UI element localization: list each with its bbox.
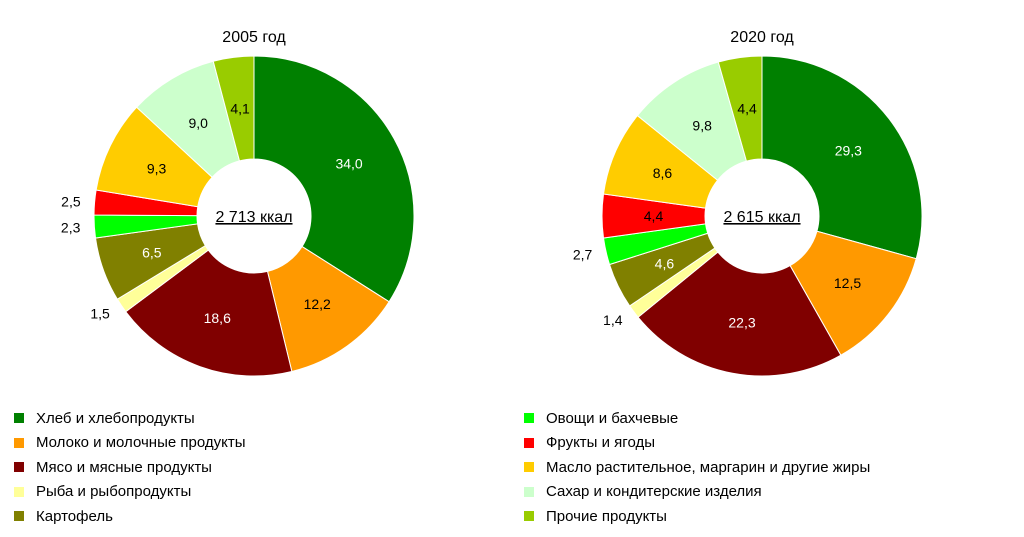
slice-мясо-и-мясные-продукты bbox=[125, 249, 293, 377]
legend-swatch bbox=[14, 462, 24, 473]
legend-swatch bbox=[14, 437, 24, 448]
legend-swatch bbox=[14, 413, 24, 424]
data-label-прочие-продукты: 4,4 bbox=[737, 101, 757, 117]
legend-swatch bbox=[524, 462, 534, 473]
legend-label: Мясо и мясные продукты bbox=[36, 458, 212, 476]
data-label-масло-растительное-маргарин-и-другие-жиры: 8,6 bbox=[653, 165, 673, 181]
data-label-мясо-и-мясные-продукты: 22,3 bbox=[728, 315, 755, 331]
total-calories: 2 713 ккал bbox=[215, 209, 292, 226]
legend-label: Овощи и бахчевые bbox=[546, 409, 679, 427]
data-label-хлеб-и-хлебопродукты: 29,3 bbox=[835, 142, 862, 158]
legend: Хлеб и хлебопродукты Молоко и молочные пр… bbox=[0, 406, 1024, 537]
data-label-овощи-и-бахчевые: 2,3 bbox=[61, 219, 81, 235]
data-label-молоко-и-молочные-продукты: 12,5 bbox=[834, 275, 861, 291]
legend-label: Фрукты и ягоды bbox=[546, 434, 655, 452]
data-label-рыба-и-рыбопродукты: 1,4 bbox=[603, 312, 623, 328]
data-label-рыба-и-рыбопродукты: 1,5 bbox=[90, 305, 110, 321]
legend-label: Хлеб и хлебопродукты bbox=[36, 409, 195, 427]
data-label-овощи-и-бахчевые: 2,7 bbox=[573, 246, 593, 262]
data-label-сахар-и-кондитерские-изделия: 9,0 bbox=[188, 115, 208, 131]
legend-item: Картофель bbox=[14, 504, 246, 529]
slice-прочие-продукты bbox=[717, 55, 763, 162]
legend-column-left: Хлеб и хлебопродукты Молоко и молочные пр… bbox=[14, 406, 246, 529]
legend-item: Молоко и молочные продукты bbox=[14, 431, 246, 456]
legend-swatch bbox=[524, 413, 534, 424]
legend-item: Мясо и мясные продукты bbox=[14, 455, 246, 480]
legend-item: Масло растительное, маргарин и другие жи… bbox=[524, 455, 870, 480]
legend-swatch bbox=[524, 486, 534, 497]
data-label-фрукты-и-ягоды: 4,4 bbox=[644, 208, 664, 224]
legend-label: Сахар и кондитерские изделия bbox=[546, 483, 762, 501]
data-label-картофель: 4,6 bbox=[655, 255, 675, 271]
legend-label: Масло растительное, маргарин и другие жи… bbox=[546, 458, 871, 476]
slice-хлеб-и-хлебопродукты bbox=[253, 55, 415, 303]
data-label-картофель: 6,5 bbox=[142, 244, 162, 260]
chart-title: 2020 год bbox=[730, 29, 794, 46]
chart-title: 2005 год bbox=[222, 29, 286, 46]
legend-item: Прочие продукты bbox=[524, 504, 870, 529]
data-label-фрукты-и-ягоды: 2,5 bbox=[61, 193, 81, 209]
legend-item: Фрукты и ягоды bbox=[524, 431, 870, 456]
data-label-прочие-продукты: 4,1 bbox=[230, 100, 250, 116]
legend-label: Молоко и молочные продукты bbox=[36, 434, 246, 452]
data-label-молоко-и-молочные-продукты: 12,2 bbox=[304, 296, 331, 312]
donut-chart-1: 2005 год 34,0 12,2 18,6 1,5 6,5 2,3 2,5 9,3 9,0 4,… bbox=[61, 29, 415, 377]
slice-мясо-и-мясные-продукты bbox=[637, 251, 842, 377]
legend-swatch bbox=[14, 486, 24, 497]
data-label-масло-растительное-маргарин-и-другие-жиры: 9,3 bbox=[147, 160, 167, 176]
legend-item: Хлеб и хлебопродукты bbox=[14, 406, 246, 431]
legend-label: Картофель bbox=[36, 507, 113, 525]
legend-column-right: Овощи и бахчевые Фрукты и ягоды Масло раст… bbox=[524, 406, 870, 529]
legend-swatch bbox=[524, 511, 534, 522]
legend-label: Прочие продукты bbox=[546, 507, 667, 525]
data-label-сахар-и-кондитерские-изделия: 9,8 bbox=[692, 118, 712, 134]
data-label-мясо-и-мясные-продукты: 18,6 bbox=[204, 310, 231, 326]
donut-chart-2: 2020 год 29,3 12,5 22,3 1,4 4,6 2,7 4,4 8,6 9,8 4,… bbox=[573, 29, 923, 377]
legend-swatch bbox=[524, 437, 534, 448]
slice-молоко-и-молочные-продукты bbox=[266, 245, 390, 373]
legend-item: Рыба и рыбопродукты bbox=[14, 480, 246, 505]
slice-прочие-продукты bbox=[212, 55, 255, 162]
legend-swatch bbox=[14, 511, 24, 522]
legend-item: Овощи и бахчевые bbox=[524, 406, 870, 431]
legend-item: Сахар и кондитерские изделия bbox=[524, 480, 870, 505]
total-calories: 2 615 ккал bbox=[723, 209, 800, 226]
donut-charts: 2005 год 34,0 12,2 18,6 1,5 6,5 2,3 2,5 9,3 9,0 4,… bbox=[61, 29, 923, 377]
legend-label: Рыба и рыбопродукты bbox=[36, 483, 192, 501]
slice-хлеб-и-хлебопродукты bbox=[761, 55, 923, 260]
data-label-хлеб-и-хлебопродукты: 34,0 bbox=[335, 156, 362, 172]
